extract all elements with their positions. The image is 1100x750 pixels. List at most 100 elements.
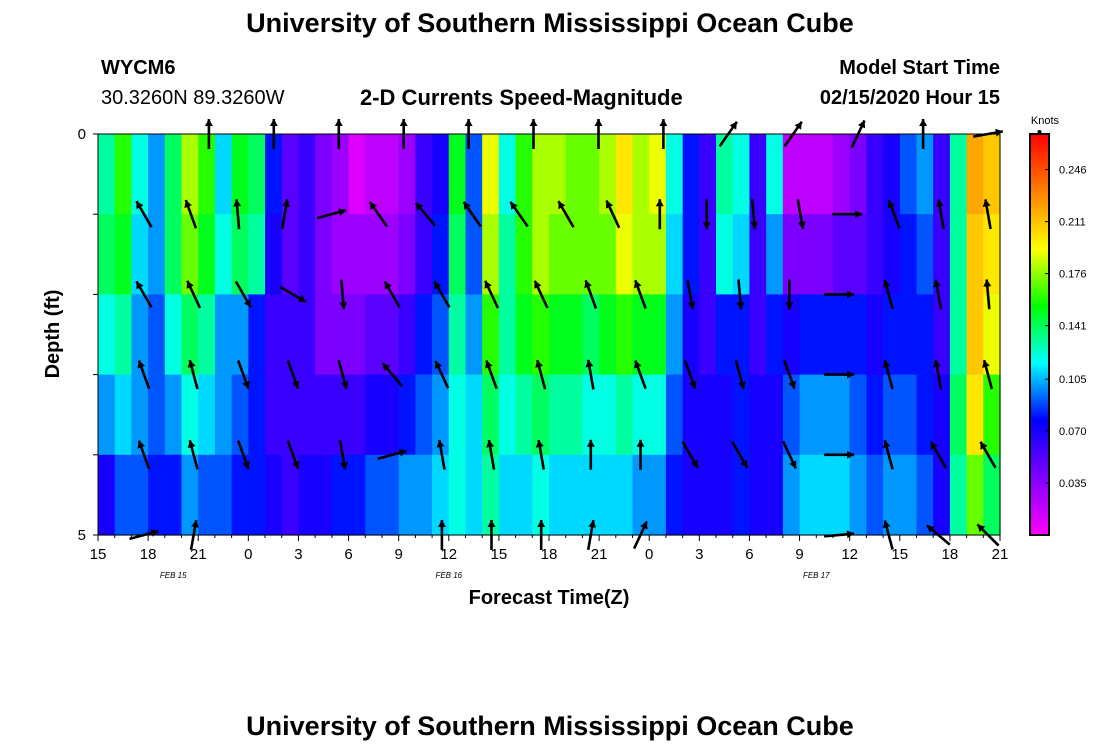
heat-cell [849,214,867,295]
current-vector [832,210,863,219]
current-vector [686,279,696,310]
heat-cell [381,214,400,295]
heat-cell [164,214,183,295]
heat-cell [949,294,968,376]
current-vector [434,360,450,389]
heat-cell [749,374,767,456]
heat-cell [832,134,851,215]
current-vector [585,359,595,390]
heat-cell [916,214,934,295]
heat-cell [549,134,567,215]
x-tick-label: 0 [645,546,653,563]
heat-cell [649,454,667,536]
heat-cell [599,214,617,295]
current-vector [882,439,894,470]
heat-cell [231,214,249,295]
heat-cell [832,214,851,295]
heat-cell [832,374,851,456]
heat-cell [365,294,383,376]
heat-cell [298,294,316,376]
heat-cell [883,134,901,215]
heat-cell [849,294,867,376]
current-vector [339,279,348,310]
heat-cell [816,214,834,295]
heat-cell [749,134,767,215]
heat-cell [799,374,817,456]
heat-cell [148,214,166,295]
heat-cell [549,294,567,376]
heat-cell [582,374,600,456]
current-vector [414,201,436,227]
heat-cell [899,294,918,376]
x-tick-label: 9 [394,546,402,563]
heat-cell [565,214,583,295]
heat-cell [281,214,300,295]
heat-cell [933,294,951,376]
heat-cell [899,454,918,536]
heat-cell [966,134,984,215]
x-tick-label: 12 [841,546,858,563]
heat-cell [131,454,149,536]
current-vector [535,359,547,390]
heat-cell [866,454,884,536]
current-vector [383,280,401,309]
heat-cell [582,454,600,536]
heat-cell [532,134,550,215]
colorbar-label: Knots [1031,115,1060,127]
current-vector [279,285,307,304]
heat-cell [899,134,918,215]
heat-cell [432,374,450,456]
heat-cell [515,374,533,456]
heat-cell [198,374,216,456]
heat-cell [381,454,400,536]
current-vector [316,208,347,220]
heat-cell [181,294,199,376]
heat-cell [983,454,1001,536]
heat-cell [432,214,450,295]
heat-cell [883,294,901,376]
heat-cell [665,374,684,456]
heat-cell [832,294,851,376]
heat-cell [632,214,650,295]
heat-cell [148,134,166,215]
current-vector [509,201,529,228]
heat-cell [131,294,149,376]
heat-cell [465,214,483,295]
heat-cell [532,454,550,536]
current-vector [785,279,794,310]
current-vector [184,199,198,229]
heat-cell [465,374,483,456]
heat-cell [599,294,617,376]
heat-cell [164,374,183,456]
heat-cell [949,214,968,295]
current-vector [982,359,994,390]
heat-cell [632,134,650,215]
y-axis-title: Depth (ft) [42,290,64,379]
heat-cell [398,134,416,215]
heat-cell [899,374,918,456]
current-vector [381,362,403,387]
heat-cell [649,214,667,295]
heat-cell [816,294,834,376]
heat-cell [883,374,901,456]
heat-cell [248,134,266,215]
heat-cell [181,214,199,295]
current-vector [824,370,855,379]
heat-cell [315,294,333,376]
heat-cell [214,214,233,295]
heat-cell [849,134,867,215]
heat-cell [816,134,834,215]
x-tick-label: 18 [942,546,959,563]
model-start-time: 02/15/2020 Hour 15 [819,87,1000,109]
heat-cell [398,214,416,295]
heat-cell [782,374,801,456]
heat-cell [665,134,684,215]
heat-cell [632,294,650,376]
heat-cell [381,134,400,215]
current-vector [935,199,945,230]
heat-cell [214,134,233,215]
heat-cell [866,294,884,376]
current-vector [186,280,202,309]
heat-cell [448,214,467,295]
heat-cell [599,374,617,456]
